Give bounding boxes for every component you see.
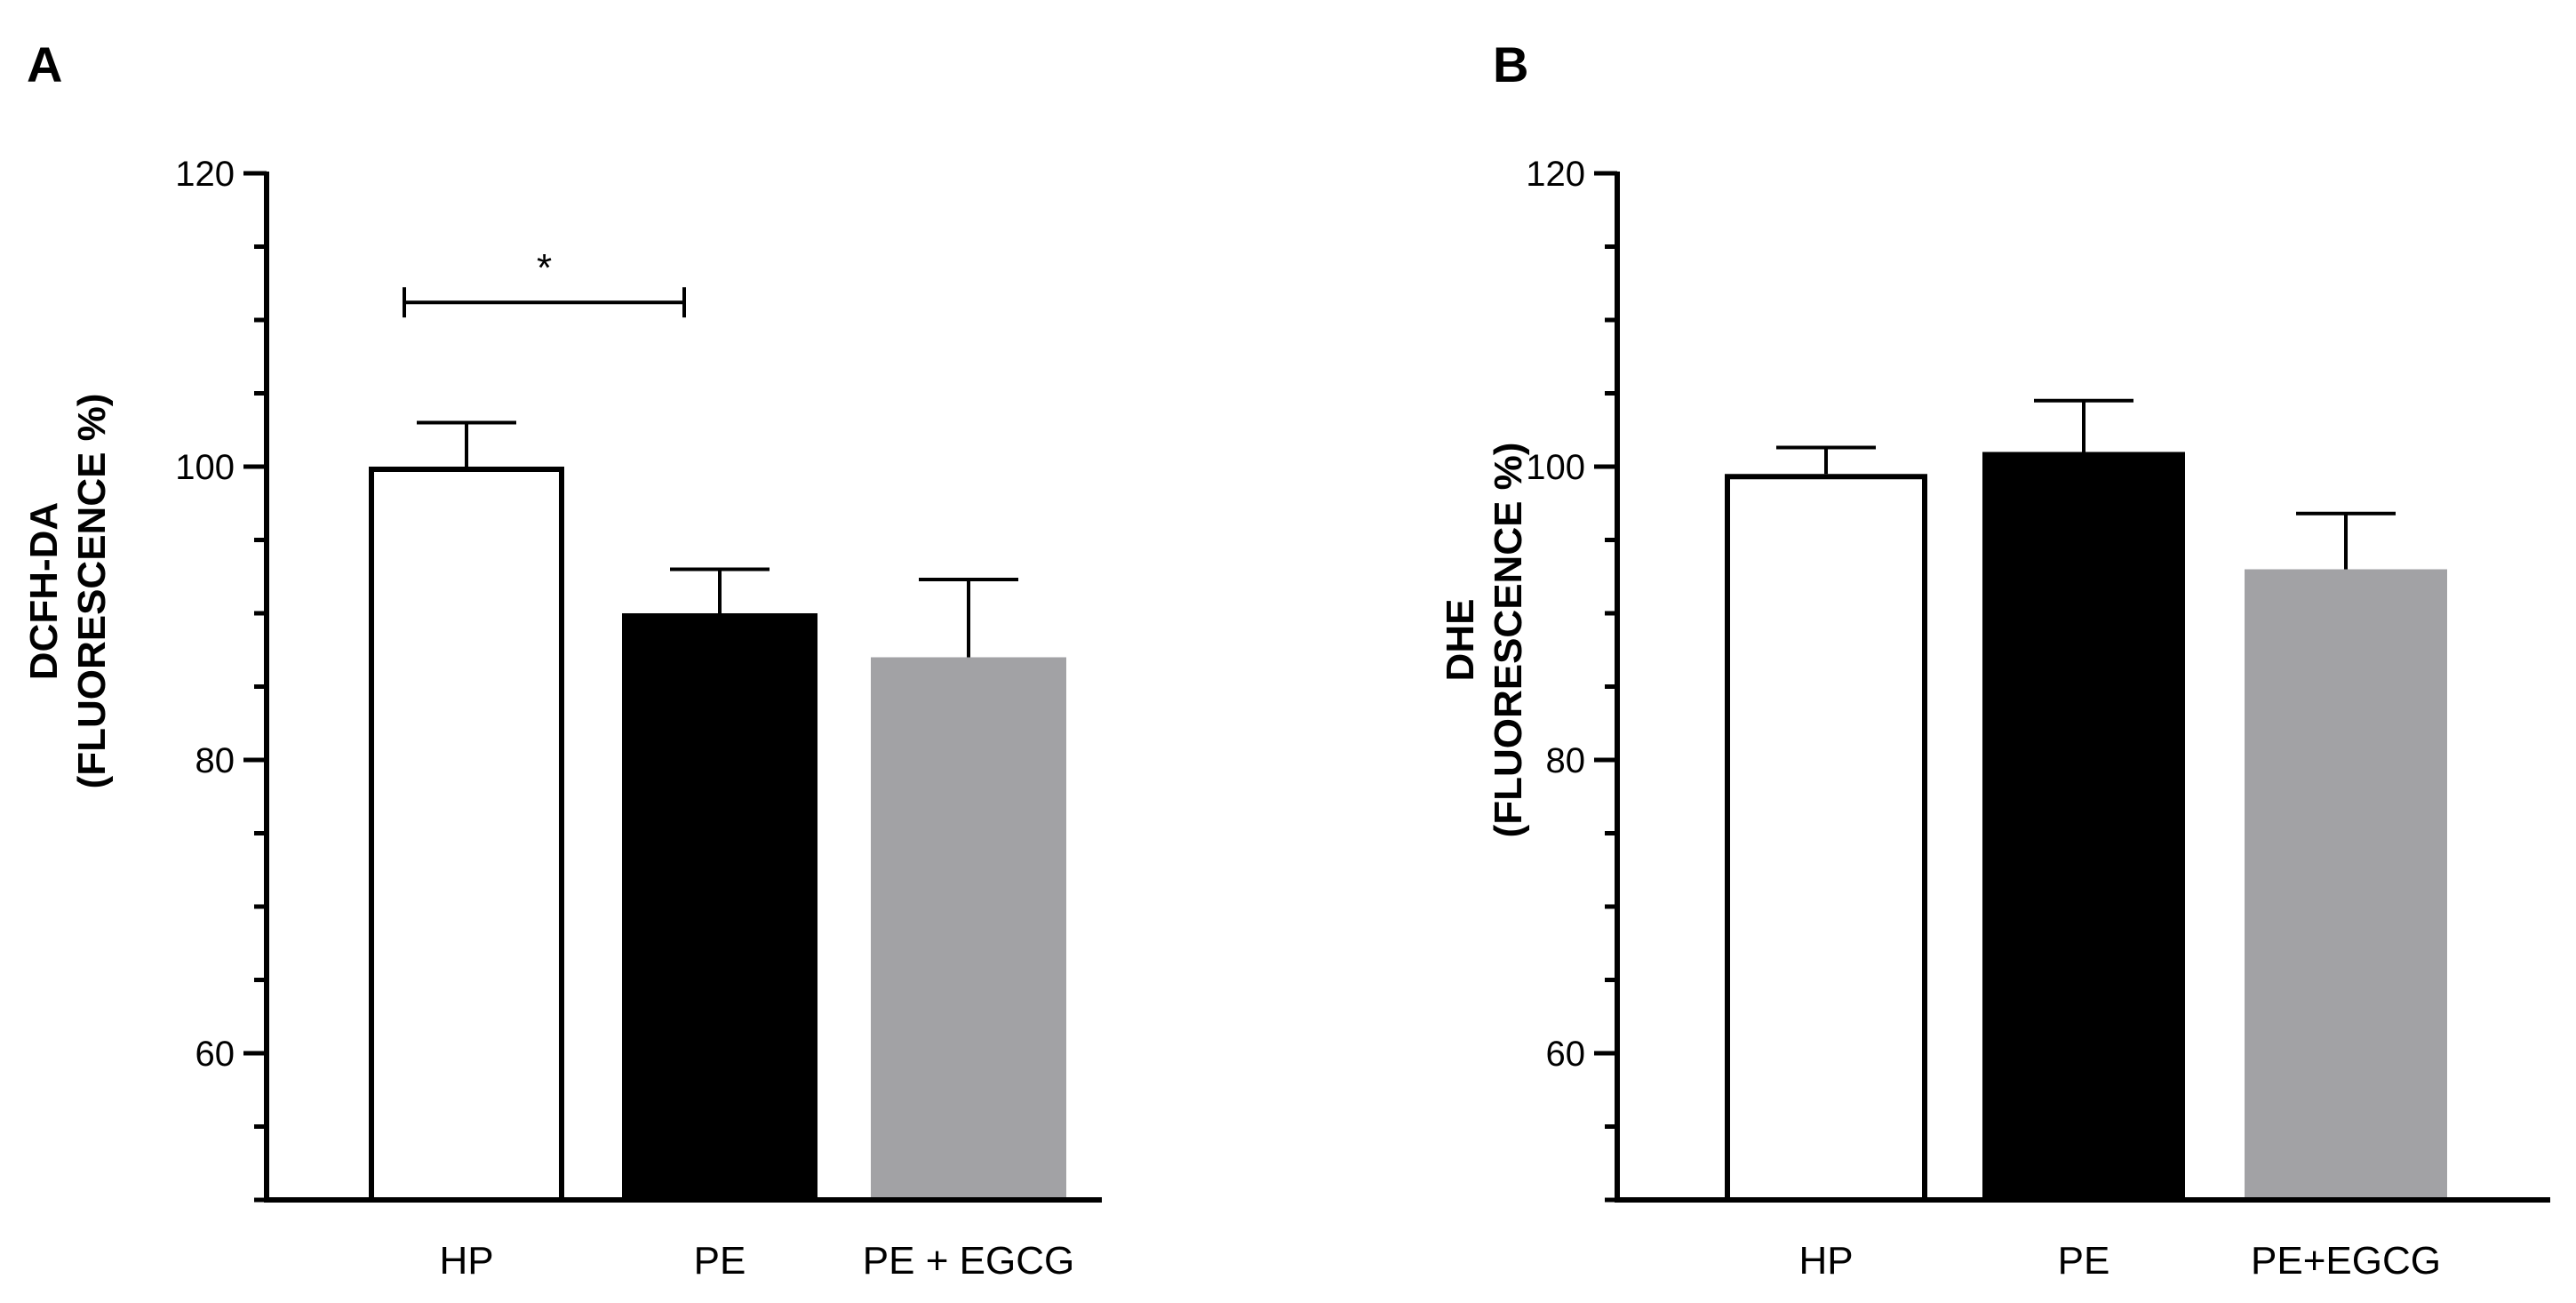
panel-b-category-label-0: HP — [1798, 1239, 1853, 1283]
panel-b-tick-label-1: 80 — [1546, 741, 1586, 780]
panel-a-sig-label-0: * — [537, 246, 552, 290]
panel-a-y-title-line2: (FLUORESCENCE %) — [70, 394, 114, 789]
panel-a-category-label-2: PE + EGCG — [863, 1239, 1074, 1283]
panel-a-category-label-1: PE — [694, 1239, 746, 1283]
panel-b-y-title-line1: DHE — [1439, 599, 1482, 682]
panel-b-bar-0 — [1725, 474, 1927, 1203]
panel-a-category-label-0: HP — [439, 1239, 493, 1283]
panel-b-tick-label-0: 60 — [1546, 1035, 1586, 1074]
panel-b-y-title-line2: (FLUORESCENCE %) — [1487, 443, 1530, 838]
panel-a-plot: HP PE PE + EGCG 60 80 100 120 * — [175, 155, 1102, 1283]
panel-b-plot: HP PE PE+EGCG 60 80 100 120 — [1526, 155, 2550, 1283]
panel-b-bar-2 — [2245, 569, 2447, 1200]
panel-a-y-title: DCFH-DA (FLUORESCENCE %) — [22, 394, 114, 789]
panel-a-bar-2 — [871, 657, 1066, 1200]
panel-b-tick-label-2: 100 — [1526, 448, 1585, 487]
panel-a-tick-label-3: 120 — [175, 155, 235, 194]
panel-b-bar-1 — [1982, 452, 2185, 1200]
panel-a-tick-label-1: 80 — [195, 741, 235, 780]
panel-b-category-label-1: PE — [2058, 1239, 2110, 1283]
panel-b-letter: B — [1493, 36, 1528, 92]
panel-b-category-label-2: PE+EGCG — [2251, 1239, 2441, 1283]
panel-a-letter: A — [27, 36, 62, 92]
panel-a-bar-1 — [622, 613, 817, 1200]
panel-b: B DHE (FLUORESCENCE %) HP PE PE+EGCG 60 80 10… — [1439, 36, 2550, 1283]
panel-a-tick-label-2: 100 — [175, 448, 235, 487]
panel-a: A DCFH-DA (FLUORESCENCE %) HP PE PE + EGCG… — [22, 36, 1102, 1283]
panel-b-y-title: DHE (FLUORESCENCE %) — [1439, 443, 1530, 838]
panel-a-y-title-line1: DCFH-DA — [22, 502, 66, 680]
panel-a-bar-0 — [369, 467, 564, 1203]
panel-b-tick-label-3: 120 — [1526, 155, 1585, 194]
panel-a-tick-label-0: 60 — [195, 1035, 235, 1074]
